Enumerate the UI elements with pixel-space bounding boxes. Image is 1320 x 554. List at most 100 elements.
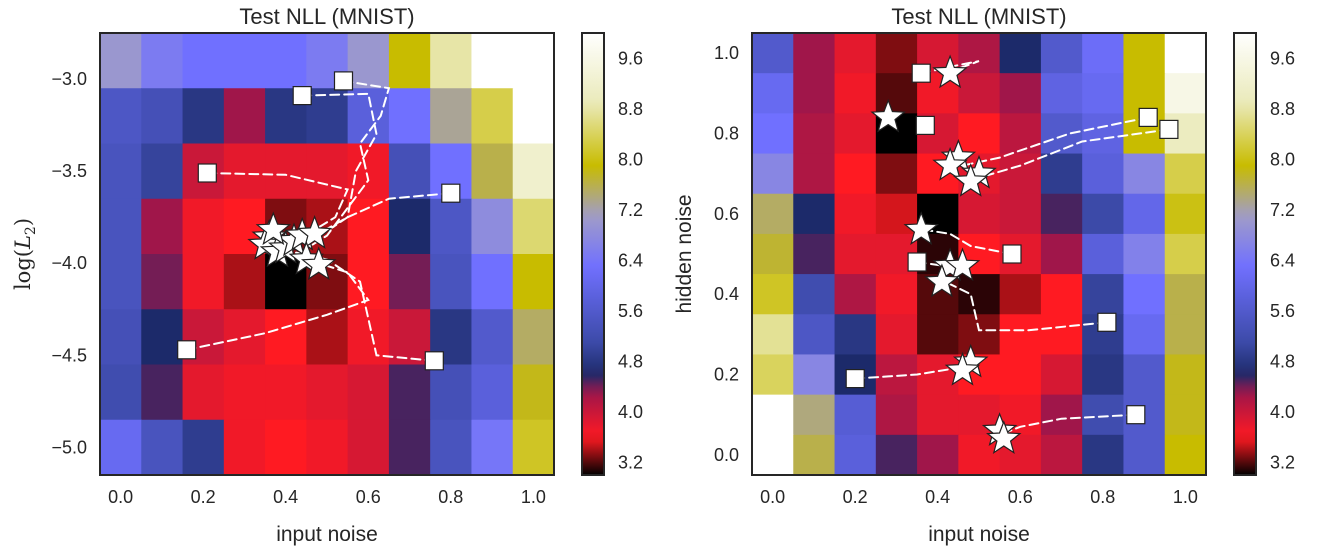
heatmap-cell <box>265 33 307 89</box>
heatmap-cell <box>1082 354 1125 396</box>
heatmap-cell <box>100 254 142 310</box>
heatmap-cell <box>388 88 431 145</box>
y-tick-label: −3.5 <box>51 161 87 181</box>
heatmap-cell <box>1164 314 1206 356</box>
heatmap-cell <box>793 153 836 195</box>
right-y-axis-label: hidden noise <box>673 194 696 313</box>
start-square-marker <box>424 351 444 371</box>
heatmap-cell <box>1123 73 1166 114</box>
trajectory-line <box>206 172 350 239</box>
colorbar-tick-label: 9.6 <box>618 48 643 68</box>
heatmap-cell <box>1040 434 1083 475</box>
heatmap-cell <box>265 143 307 200</box>
heatmap-cell <box>999 193 1042 235</box>
start-square-marker <box>333 71 354 91</box>
left-x-ticks: 0.0 0.2 0.4 0.6 0.8 1.0 <box>108 487 546 507</box>
heatmap-cell <box>430 33 473 89</box>
heatmap-cell <box>1123 33 1166 74</box>
heatmap-cell <box>182 88 225 145</box>
heatmap-cell <box>1123 354 1166 396</box>
right-chart-title: Test NLL (MNIST) <box>891 4 1066 29</box>
x-tick-label: 0.8 <box>1090 487 1115 507</box>
heatmap-cell <box>430 364 473 421</box>
left-chart-title: Test NLL (MNIST) <box>239 4 414 29</box>
heatmap-cell <box>752 354 794 396</box>
heatmap-cell <box>1164 153 1206 195</box>
heatmap-cell <box>793 314 836 356</box>
heatmap-cell <box>752 193 794 235</box>
heatmap-cell <box>834 394 877 436</box>
end-star-marker <box>944 351 981 386</box>
heatmap-cell <box>1082 233 1125 275</box>
trajectory-line <box>317 192 452 235</box>
x-tick-label: 0.2 <box>843 487 868 507</box>
colorbar-frame <box>581 32 605 476</box>
heatmap-cell <box>347 143 390 200</box>
start-square-marker <box>915 115 935 136</box>
heatmap-cell <box>512 88 554 145</box>
colorbar-tick-label: 4.0 <box>618 402 643 422</box>
heatmap-cell <box>1123 274 1166 315</box>
heatmap-cell <box>875 274 918 315</box>
heatmap-cell <box>1164 394 1206 436</box>
end-star-marker <box>300 246 337 281</box>
y-tick-label: 0.2 <box>714 365 739 385</box>
colorbar-tick-label: 7.2 <box>1270 200 1295 220</box>
heatmap-cell <box>793 233 836 275</box>
heatmap-cell <box>834 314 877 356</box>
heatmap-cell <box>430 419 473 475</box>
heatmap-cell <box>141 419 184 475</box>
heatmap-cell <box>834 274 877 315</box>
x-tick-label: 0.4 <box>925 487 950 507</box>
heatmap-cell <box>999 153 1042 195</box>
x-tick-label: 0.6 <box>1008 487 1033 507</box>
heatmap-cell <box>793 113 836 155</box>
heatmap-cell <box>958 314 1001 356</box>
heatmap-cell <box>1082 113 1125 155</box>
trajectory-line <box>854 365 968 380</box>
heatmap-cell <box>388 364 431 421</box>
right-plot-frame <box>751 32 1207 476</box>
left-y-ticks: −3.0 −3.5 −4.0 −4.5 −5.0 <box>51 69 87 457</box>
heatmap-cell <box>752 113 794 155</box>
y-tick-label: −3.0 <box>51 69 87 89</box>
heatmap-cell <box>512 364 554 421</box>
heatmap-cell <box>471 198 514 255</box>
end-star-marker <box>255 211 292 246</box>
heatmap-cell <box>347 309 390 366</box>
heatmap-cell <box>834 233 877 275</box>
heatmap-cell <box>958 73 1001 114</box>
heatmap-cell <box>223 419 266 475</box>
heatmap-cell <box>793 274 836 315</box>
y-tick-label: 0.0 <box>714 445 739 465</box>
heatmap-cell <box>100 198 142 255</box>
heatmap-cell <box>917 434 959 475</box>
heatmap-cell <box>1123 193 1166 235</box>
heatmap-cell <box>223 33 266 89</box>
heatmap-cell <box>752 394 794 436</box>
start-square-marker <box>441 183 461 203</box>
left-heatmap-cells <box>100 33 554 475</box>
heatmap-cell <box>834 193 877 235</box>
heatmap-cell <box>512 143 554 200</box>
end-star-marker <box>952 163 989 197</box>
right-markers <box>845 54 1179 454</box>
start-square-marker <box>1097 312 1117 332</box>
heatmap-cell <box>958 113 1001 155</box>
heatmap-cell <box>141 88 184 145</box>
heatmap-cell <box>1123 153 1166 195</box>
heatmap-cell <box>1040 193 1083 235</box>
heatmap-cell <box>141 364 184 421</box>
start-square-marker <box>907 252 927 272</box>
heatmap-cell <box>100 364 142 421</box>
heatmap-cell <box>141 143 184 200</box>
heatmap-cell <box>182 198 225 255</box>
heatmap-cell <box>875 33 918 74</box>
heatmap-cell <box>388 254 431 310</box>
end-star-marker <box>870 98 907 133</box>
right-x-axis-label: input noise <box>928 523 1030 546</box>
heatmap-cell <box>752 233 794 275</box>
left-markers <box>177 71 461 371</box>
right-y-ticks: 1.0 0.8 0.6 0.4 0.2 0.0 <box>714 43 739 465</box>
